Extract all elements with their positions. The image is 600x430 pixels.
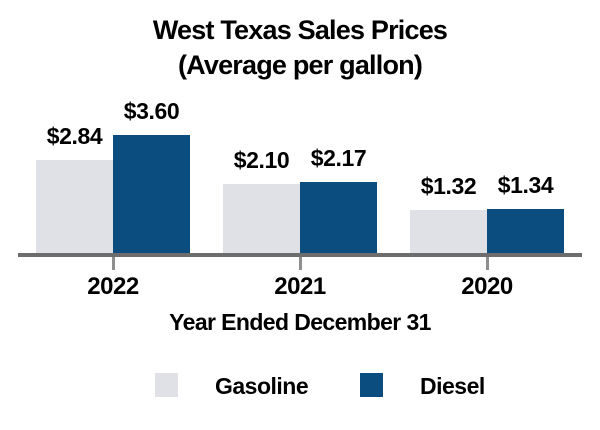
- chart-title: West Texas Sales Prices (Average per gal…: [0, 13, 600, 83]
- diesel-legend-label: Diesel: [420, 373, 485, 399]
- value-label-diesel-2021: $2.17: [310, 145, 367, 171]
- value-label-gasoline-2022: $2.84: [46, 123, 103, 149]
- x-tick-label-2021: 2021: [274, 273, 326, 300]
- gasoline-legend-swatch: [155, 373, 178, 397]
- bar-diesel-2021: [300, 182, 377, 253]
- x-axis-title: Year Ended December 31: [169, 309, 431, 335]
- value-label-diesel-2022: $3.60: [123, 98, 180, 124]
- x-tick-label-2020: 2020: [461, 273, 513, 300]
- x-tick-label-2022: 2022: [87, 273, 139, 300]
- chart-title-line2: (Average per gallon): [177, 50, 423, 80]
- value-label-gasoline-2020: $1.32: [420, 173, 477, 199]
- x-axis-line: [18, 253, 582, 257]
- gasoline-legend-label: Gasoline: [215, 373, 309, 399]
- bar-diesel-2020: [487, 209, 564, 253]
- bar-gasoline-2022: [36, 160, 113, 253]
- chart-title-line1: West Texas Sales Prices: [152, 15, 448, 45]
- value-label-gasoline-2021: $2.10: [233, 147, 290, 173]
- diesel-legend-swatch: [360, 373, 383, 397]
- x-axis-tick-2022: [112, 257, 115, 270]
- value-label-diesel-2020: $1.34: [497, 172, 554, 198]
- x-axis-tick-2020: [486, 257, 489, 270]
- bar-diesel-2022: [113, 135, 190, 253]
- bar-gasoline-2021: [223, 184, 300, 253]
- x-axis-tick-2021: [299, 257, 302, 270]
- bar-gasoline-2020: [410, 210, 487, 253]
